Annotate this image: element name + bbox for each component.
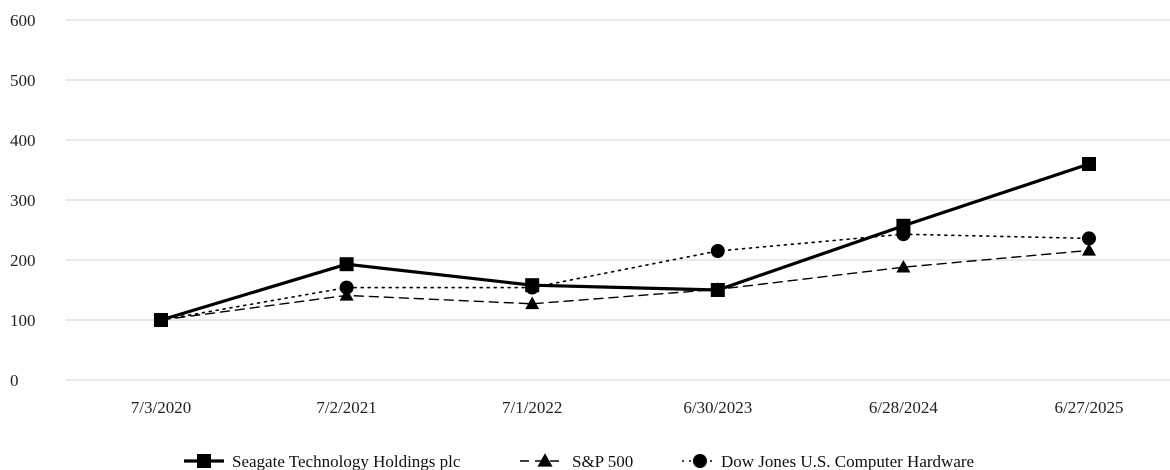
y-tick-label: 300: [10, 191, 36, 210]
x-tick-label: 6/27/2025: [1055, 398, 1124, 417]
x-tick-label: 7/1/2022: [502, 398, 562, 417]
data-point-triangle: [525, 296, 540, 310]
y-tick-label: 100: [10, 311, 36, 330]
data-point-triangle: [896, 259, 911, 273]
x-axis-ticks: 7/3/2020 7/2/2021 7/1/2022 6/30/2023 6/28/20…: [131, 398, 1124, 417]
data-point-triangle: [339, 288, 354, 301]
y-tick-label: 600: [10, 11, 36, 30]
data-point-circle: [710, 244, 725, 258]
x-tick-label: 6/28/2024: [869, 398, 938, 417]
series-line-triangle: [160, 249, 1090, 321]
y-tick-label: 0: [10, 371, 19, 390]
series-line-square: [159, 162, 1091, 322]
y-axis-ticks: 0 100 200 300 400 500 600: [10, 11, 36, 390]
y-tick-label: 500: [10, 71, 36, 90]
y-tick-label: 200: [10, 251, 36, 270]
y-tick-label: 400: [10, 131, 36, 150]
series-markers: [153, 157, 1097, 327]
legend-marker-circle: [693, 454, 707, 468]
legend: Seagate Technology Holdings plc S&P 500 Do…: [184, 452, 974, 470]
x-tick-label: 7/2/2021: [316, 398, 376, 417]
legend-label: Seagate Technology Holdings plc: [232, 452, 461, 470]
series-lines: [159, 162, 1091, 322]
legend-label: S&P 500: [572, 452, 633, 470]
data-point-triangle: [1081, 243, 1097, 256]
legend-marker-square: [197, 454, 211, 468]
data-point-square: [339, 257, 354, 272]
x-tick-label: 7/3/2020: [131, 398, 191, 417]
data-point-square: [154, 313, 168, 327]
data-point-circle: [339, 280, 354, 295]
data-point-circle: [1082, 231, 1096, 246]
data-point-square: [1082, 157, 1096, 171]
data-point-square: [710, 283, 725, 297]
legend-label: Dow Jones U.S. Computer Hardware: [721, 452, 974, 470]
series-line-circle: [160, 233, 1090, 321]
gridlines: [66, 19, 1170, 381]
legend-marker-triangle: [537, 453, 553, 467]
data-point-square: [525, 278, 540, 293]
x-tick-label: 6/30/2023: [683, 398, 752, 417]
data-point-square: [896, 218, 911, 233]
